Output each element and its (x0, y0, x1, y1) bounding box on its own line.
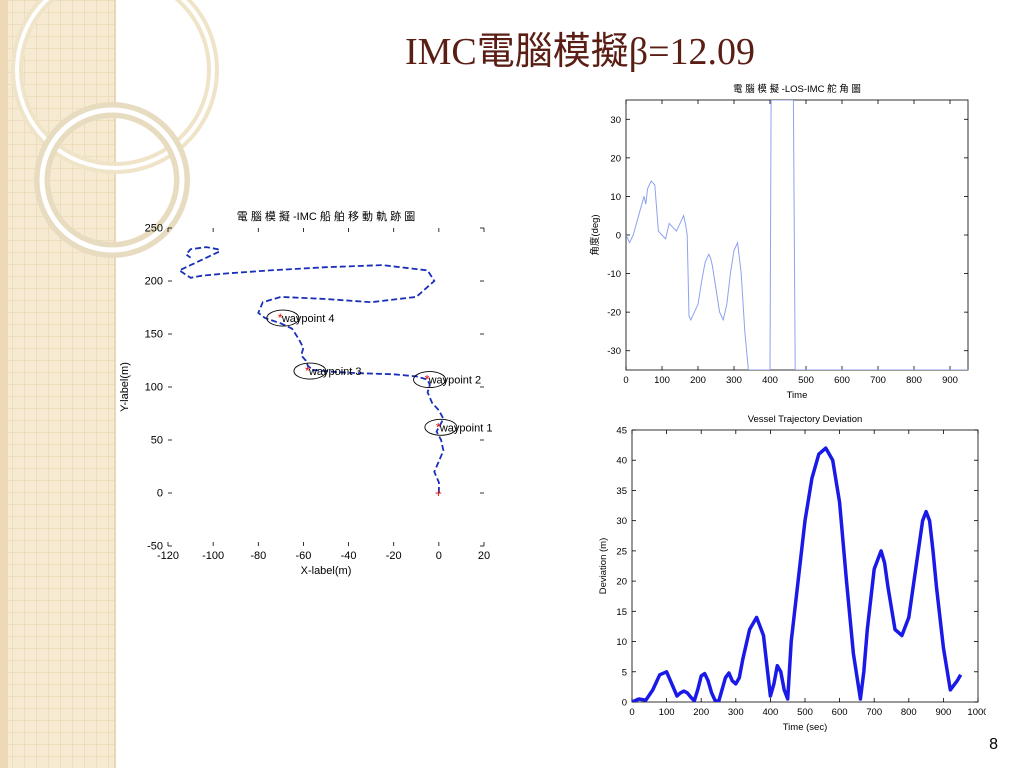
page-number: 8 (989, 736, 998, 753)
x-tick-label: 500 (798, 375, 814, 386)
x-tick-label: 800 (901, 707, 917, 718)
chart-title: 電 腦 模 擬 -IMC 船 舶 移 動 軌 跡 圖 (237, 209, 415, 223)
y-tick-label: 40 (616, 456, 627, 467)
x-tick-label: 900 (942, 375, 958, 386)
x-tick-label: 400 (762, 375, 778, 386)
x-tick-label: 300 (726, 375, 742, 386)
y-tick-label: 150 (145, 329, 163, 341)
waypoint-label: waypoint 3 (308, 366, 362, 378)
waypoint-circle (266, 309, 300, 327)
decorative-rings (11, 0, 219, 258)
x-tick-label: -40 (341, 550, 357, 562)
start-marker: + (435, 486, 442, 500)
x-tick-label: 500 (797, 707, 813, 718)
x-tick-label: 0 (436, 550, 442, 562)
x-tick-label: 200 (690, 375, 706, 386)
y-tick-label: 30 (610, 115, 621, 126)
x-tick-label: 900 (935, 707, 951, 718)
y-tick-label: -50 (147, 541, 163, 553)
y-tick-label: 0 (622, 698, 627, 709)
y-tick-label: 10 (610, 192, 621, 203)
y-tick-label: 0 (616, 231, 621, 242)
y-tick-label: 0 (157, 488, 163, 500)
deviation-line (632, 446, 963, 702)
x-tick-label: 100 (654, 375, 670, 386)
x-tick-label: -20 (386, 550, 402, 562)
y-tick-label: -30 (607, 346, 621, 357)
plot-frame (631, 429, 979, 703)
waypoint-label: waypoint 4 (281, 313, 335, 325)
x-axis-label: X-label(m) (301, 565, 352, 577)
waypoint-circle (424, 418, 458, 436)
x-tick-label: 100 (659, 707, 675, 718)
waypoint-circle (293, 362, 327, 380)
y-axis-label: Deviation (m) (598, 538, 609, 595)
x-axis-label: Time (787, 390, 808, 401)
chart-title: Vessel Trajectory Deviation (748, 414, 863, 425)
x-tick-label: -60 (295, 550, 311, 562)
plot-frame (625, 99, 969, 371)
y-tick-label: -10 (607, 269, 621, 280)
y-tick-label: 25 (616, 546, 627, 557)
waypoint-circle (413, 371, 447, 389)
x-tick-label: 0 (623, 375, 628, 386)
trajectory-line (177, 246, 445, 493)
waypoint-label: waypoint 2 (428, 375, 482, 387)
x-tick-label: -120 (157, 550, 179, 562)
y-tick-label: 5 (622, 667, 627, 678)
y-tick-label: 45 (616, 426, 627, 437)
x-tick-label: 200 (693, 707, 709, 718)
slide-title: IMC電腦模擬β=12.09 (404, 31, 756, 73)
rudder-angle-line (626, 100, 968, 370)
deviation-chart: 0 100 200 300 400 500 600 700 800 900 1000 0 5 10 15 20… (598, 414, 986, 733)
rudder-angle-chart: 0 100 200 300 400 500 600 700 800 900 -30 -20 -10 0 10… (589, 83, 969, 401)
x-tick-label: 600 (832, 707, 848, 718)
x-tick-label: 400 (762, 707, 778, 718)
x-tick-label: 600 (834, 375, 850, 386)
chart-title: 電 腦 模 擬 -LOS-IMC 舵 角 圖 (733, 83, 861, 95)
x-axis-label: Time (sec) (783, 722, 828, 733)
y-tick-label: 50 (151, 435, 163, 447)
trajectory-chart: -120 -100 -80 -60 -40 -20 0 20 -50 0 50 100 150 200 25… (119, 209, 493, 577)
y-axis-label: 角度(deg) (589, 214, 601, 255)
y-tick-label: 10 (616, 637, 627, 648)
x-tick-label: 0 (629, 707, 634, 718)
background-grid-strip (0, 0, 8, 768)
y-tick-label: 20 (610, 153, 621, 164)
y-tick-label: 30 (616, 516, 627, 527)
x-tick-label: 300 (728, 707, 744, 718)
waypoint-marker: * (278, 311, 283, 325)
x-tick-label: -80 (250, 550, 266, 562)
waypoint-marker: * (425, 373, 430, 387)
y-axis-label: Y-label(m) (119, 362, 131, 412)
x-tick-label: 800 (906, 375, 922, 386)
x-tick-label: 1000 (967, 707, 986, 718)
x-tick-label: -100 (202, 550, 224, 562)
x-tick-label: 700 (870, 375, 886, 386)
waypoint-marker: * (436, 420, 441, 434)
y-tick-label: -20 (607, 308, 621, 319)
y-tick-label: 250 (145, 223, 163, 235)
y-tick-label: 35 (616, 486, 627, 497)
waypoint-marker: * (305, 364, 310, 378)
x-tick-label: 700 (866, 707, 882, 718)
y-tick-label: 100 (145, 382, 163, 394)
y-tick-label: 15 (616, 607, 627, 618)
y-tick-label: 20 (616, 577, 627, 588)
y-tick-label: 200 (145, 276, 163, 288)
waypoint-label: waypoint 1 (439, 422, 493, 434)
x-tick-label: 20 (478, 550, 490, 562)
